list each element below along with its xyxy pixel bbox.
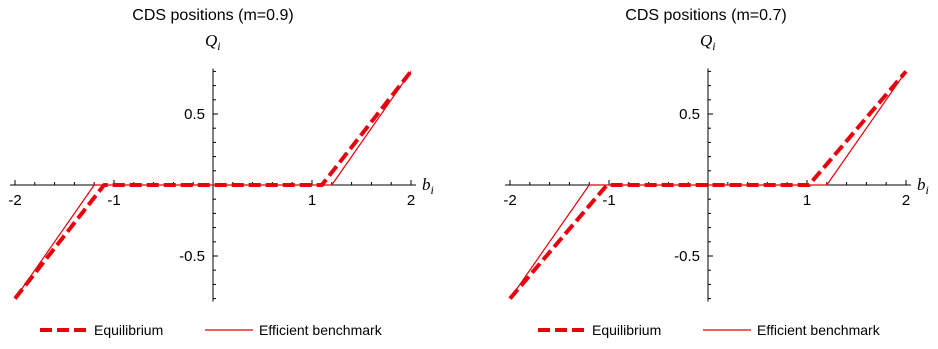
x-axis-label-subscript: i — [430, 183, 433, 197]
x-tick-label: -1 — [107, 192, 120, 209]
x-tick-label: -2 — [503, 192, 516, 209]
x-axis-label: bi — [917, 175, 929, 197]
x-tick-label: -1 — [602, 192, 615, 209]
y-tick-label: -0.5 — [674, 248, 700, 265]
series-line-efficient-benchmark — [509, 71, 907, 299]
x-axis-label-subscript: i — [925, 183, 928, 197]
x-tick-label: 2 — [407, 192, 415, 209]
series-line-efficient-benchmark — [14, 71, 412, 299]
x-axis-label: bi — [422, 175, 434, 197]
x-tick-label: 2 — [902, 192, 910, 209]
y-tick-label: 0.5 — [184, 106, 205, 123]
y-axis-label-subscript: i — [217, 39, 220, 53]
x-tick-label: -2 — [8, 192, 21, 209]
y-tick-label: -0.5 — [179, 248, 205, 265]
chart-panel-2: CDS positions (m=0.7) -2 -1 1 2 0.5 -0.5 bi Qi Eq… — [503, 7, 928, 338]
series-line-equilibrium — [508, 70, 908, 300]
chart-title: CDS positions (m=0.7) — [625, 7, 786, 24]
chart-panel-1: CDS positions (m=0.9) -2 -1 1 2 0.5 -0.5 bi Qi Eq… — [8, 7, 433, 338]
y-axis-label-subscript: i — [712, 39, 715, 53]
legend-label-efficient-benchmark: Efficient benchmark — [757, 322, 881, 338]
y-tick-label: 0.5 — [679, 106, 700, 123]
y-axis-label: Qi — [205, 31, 221, 53]
legend-label-equilibrium: Equilibrium — [592, 322, 661, 338]
y-axis-label: Qi — [700, 31, 716, 53]
legend-label-equilibrium: Equilibrium — [94, 322, 163, 338]
x-tick-label: 1 — [803, 192, 811, 209]
chart-title: CDS positions (m=0.9) — [132, 7, 293, 24]
x-tick-label: 1 — [308, 192, 316, 209]
series-line-equilibrium — [13, 70, 413, 300]
legend-label-efficient-benchmark: Efficient benchmark — [259, 322, 383, 338]
